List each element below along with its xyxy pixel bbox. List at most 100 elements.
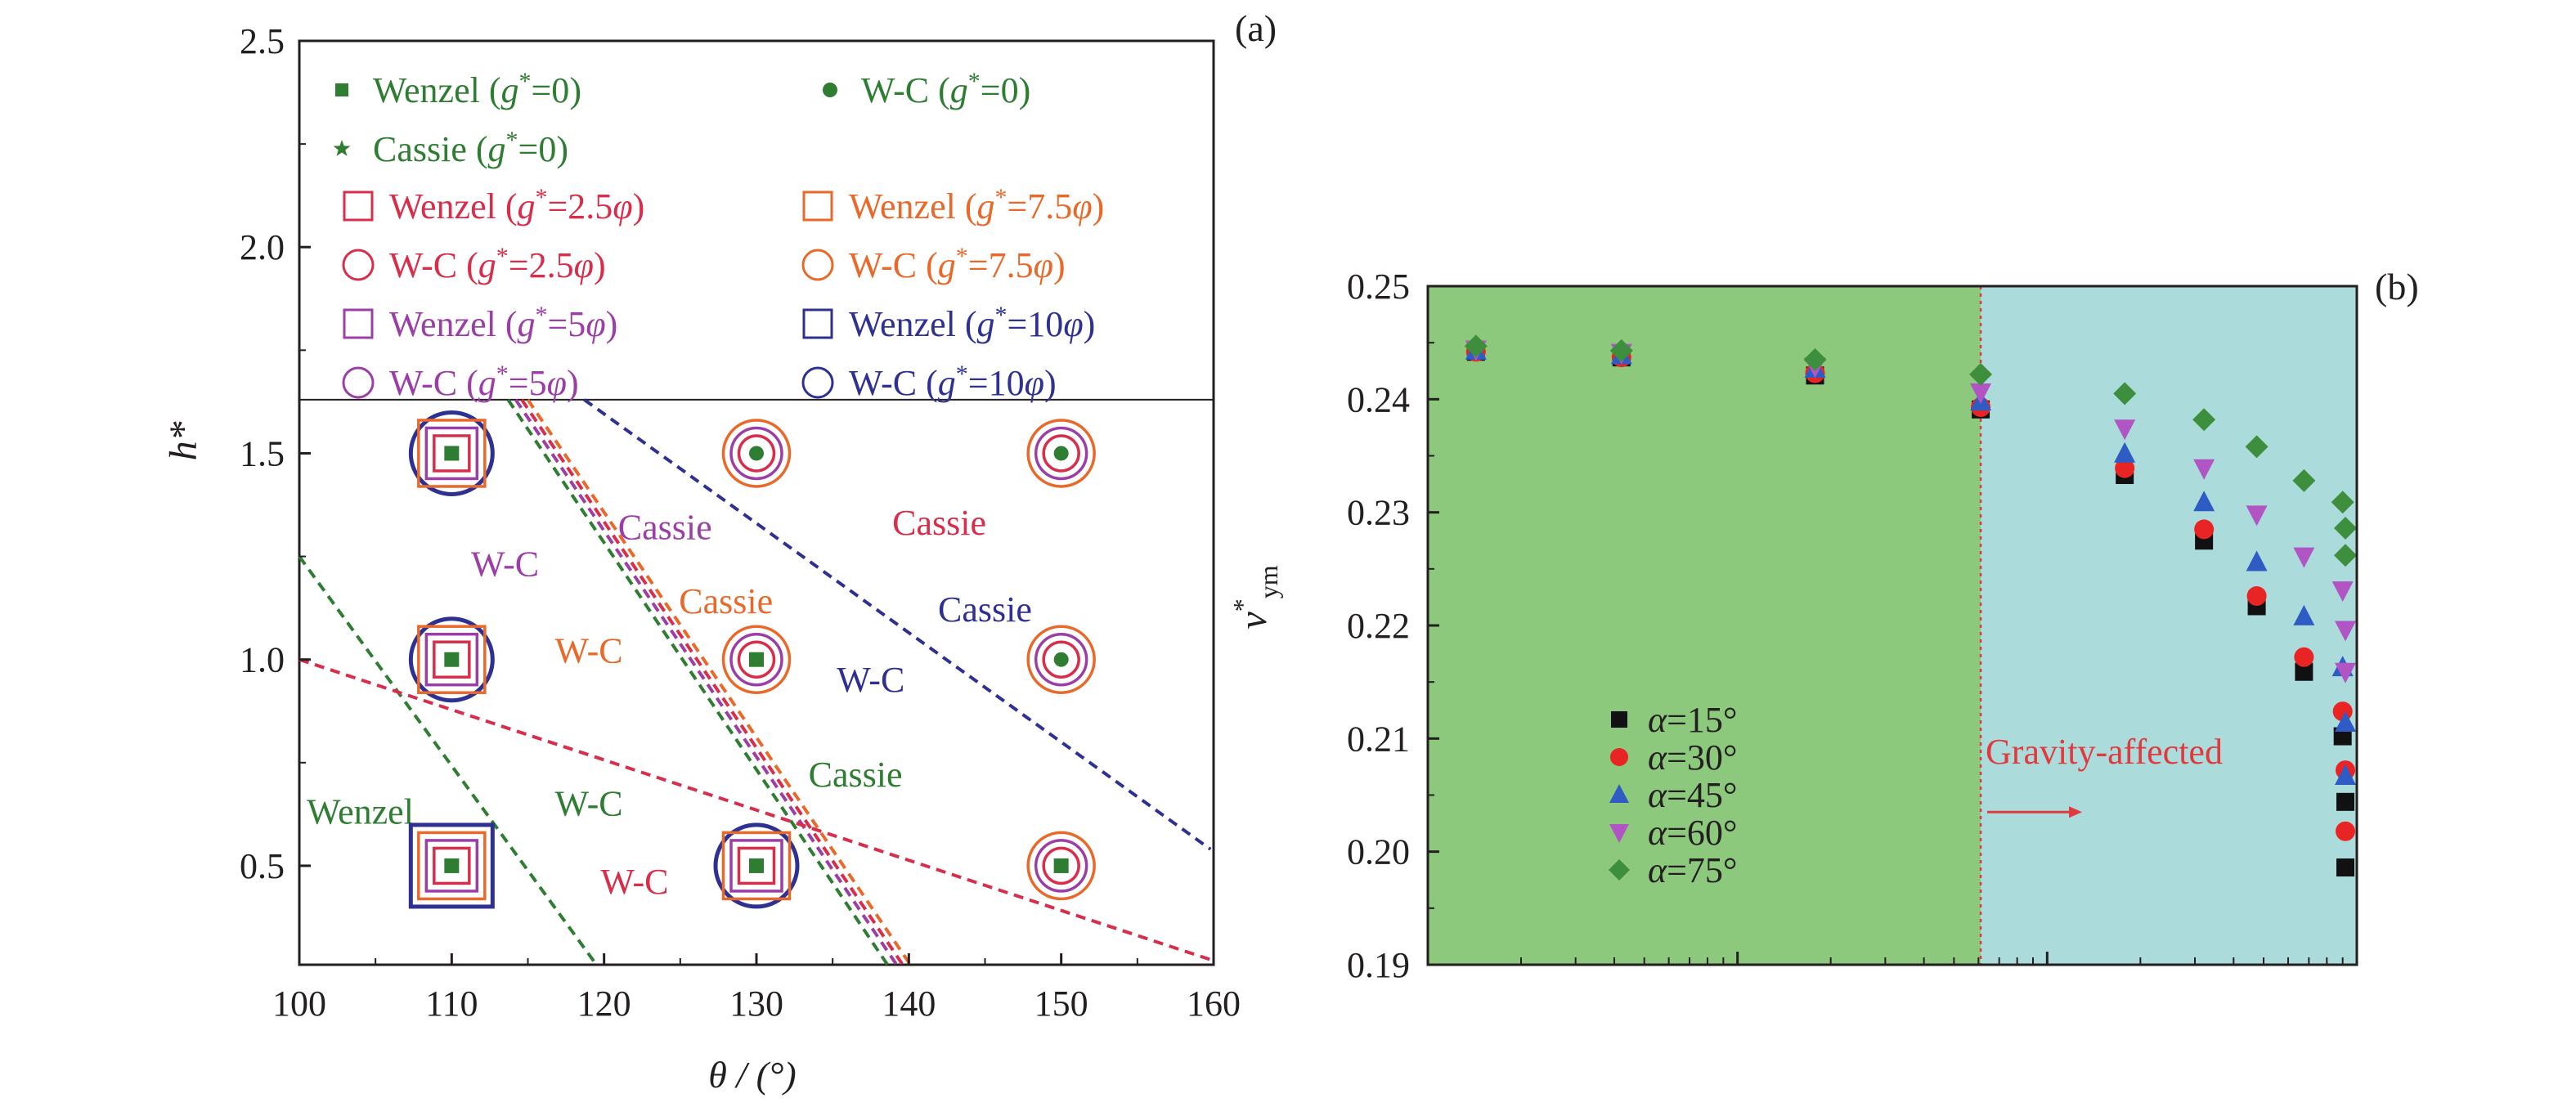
panel-a-marker-square (417, 419, 487, 488)
panel-b-square-marker (2336, 792, 2354, 811)
panel-b-region-band (1981, 286, 2357, 965)
panel-a-marker-circle (737, 434, 776, 473)
panel-b-regions (1428, 286, 2357, 965)
panel-a-x-axis-label: θ / (°) (708, 1054, 796, 1096)
panel-b-square-marker (1611, 711, 1627, 728)
panel-a-marker-square (424, 632, 479, 687)
panel-a-boundary-line (298, 657, 1214, 962)
panel-a-tag: (a) (1235, 7, 1277, 49)
panel-a-legend-item: Wenzel (g*=5φ) (343, 302, 617, 344)
panel-b-triangle-down-marker (2114, 419, 2136, 441)
panel-a-x-tick-label: 130 (729, 984, 783, 1024)
panel-b-diamond-marker (2113, 382, 2137, 406)
panel-a-marker-filled-circle (749, 446, 764, 461)
panel-b-triangle-up-marker (2335, 764, 2356, 785)
panel-a-y-tick-label: 1.5 (240, 433, 285, 473)
panel-a-marker-stack (721, 625, 792, 694)
panel-a-marker-stack (408, 616, 495, 703)
panel-a-x-tick-label: 120 (577, 984, 631, 1024)
panel-a-marker-square (408, 822, 495, 909)
panel-a-marker-circle (1042, 640, 1080, 679)
panel-b-legend: α=15°α=30°α=45°α=60°α=75° (1609, 700, 1738, 890)
panel-a-marker-stack (713, 822, 800, 909)
panel-b-y-tick-label: 0.21 (1347, 719, 1410, 759)
panel-a-marker-filled-circle (1053, 446, 1069, 461)
panel-b-triangle-down-marker (2335, 621, 2356, 642)
panel-b-annotation-text: Gravity-affected (1986, 732, 2223, 772)
panel-b-triangle-down-marker (1970, 383, 1992, 405)
panel-b-circle-marker (1610, 748, 1628, 766)
panel-a-legend-item: W-C (g*=10φ) (801, 361, 1057, 403)
panel-a-marker-circle (1042, 434, 1080, 473)
arrow-head-icon (2069, 806, 2083, 818)
panel-a-marker-square (424, 426, 479, 481)
legend-open-circle-icon (342, 366, 375, 399)
legend-open-square-icon (802, 308, 833, 339)
panel-b-annotation: Gravity-affected (1986, 732, 2223, 818)
panel-a-marker-circle (1034, 839, 1088, 893)
panel-a-x-tick-label: 140 (882, 984, 936, 1024)
panel-a-boundary-line (583, 398, 1212, 851)
panel-b-legend-item: α=45° (1609, 775, 1738, 815)
panel-a-legend-item: W-C (g*=5φ) (342, 361, 579, 403)
panel-b-y-tick-label: 0.25 (1347, 267, 1410, 307)
legend-open-circle-icon (801, 366, 834, 399)
legend-open-square-icon (343, 190, 374, 222)
panel-a-marker-circle (1026, 831, 1096, 901)
panel-a-region-label: W-C (837, 660, 904, 700)
panel-a-x-tick-label: 110 (425, 984, 478, 1024)
panel-b-y-axis-label: v*ym (1227, 565, 1283, 629)
panel-b-triangle-up-marker (1609, 784, 1629, 803)
panel-b-series (1464, 334, 2357, 567)
panel-b-legend-label: α=30° (1648, 737, 1738, 778)
panel-a-marker-square (417, 831, 487, 901)
panel-a-y-tick-label: 2.0 (240, 227, 285, 267)
panel-a-x-tick-label: 100 (272, 984, 326, 1024)
panel-b-triangle-down-marker (1609, 824, 1629, 843)
panel-a-y-tick-label: 0.5 (240, 846, 285, 886)
panel-a-region-label: Wenzel (307, 791, 414, 831)
panel-a-marker-filled-square (1053, 858, 1069, 873)
panel-b-legend-item: α=30° (1610, 737, 1738, 778)
panel-a-marker-square (433, 846, 471, 885)
panel-a-legend-item: Wenzel (g*=7.5φ) (802, 184, 1104, 226)
panel-a-legend-label: Wenzel (g*=10φ) (849, 302, 1095, 344)
panel-a-y-tick-label: 1.0 (240, 640, 285, 680)
panel-b-circle-marker (2115, 458, 2135, 478)
panel-b-y-tick-label: 0.24 (1347, 379, 1410, 419)
panel-a-legend-label: W-C (g*=2.5φ) (389, 243, 606, 285)
panel-b-diamond-marker (1803, 347, 1827, 371)
panel-b-region-band (1428, 286, 1981, 965)
panel-a-region-label: W-C (554, 631, 622, 671)
panel-a-region-label: W-C (471, 545, 539, 585)
panel-a-markers (408, 410, 1096, 909)
panel-a-marker-square (737, 846, 776, 885)
legend-star-icon (333, 140, 351, 156)
panel-a-marker-circle (1034, 426, 1088, 481)
panel-a-marker-filled-square (444, 858, 460, 873)
panel-b-y-tick-label: 0.19 (1347, 945, 1410, 985)
panel-a-legend: Wenzel (g*=0) W-C (g*=0) Cassie (g*=0) Wenz… (333, 68, 1104, 403)
panel-a-marker-square (729, 839, 783, 893)
panel-a-boundary-line (298, 555, 598, 966)
panel-a-region-labels: W-C Cassie Cassie Cassie Cassie W-C W-C Cassie W… (307, 503, 1032, 902)
panel-b-square-marker (2295, 662, 2313, 681)
panel-a-region-label: W-C (600, 862, 668, 902)
panel-b-diamond-marker (2334, 517, 2357, 540)
panel-a-region-label: Cassie (938, 589, 1032, 630)
panel-b-legend-item: α=75° (1609, 850, 1738, 890)
panel-a-marker-circle (408, 410, 495, 496)
panel-a-marker-square (424, 839, 479, 893)
panel-a-axes: 100 110 120 130 140 150 160 0.5 1.0 1.5 2.0 2.5 (240, 21, 1241, 1024)
panel-b-legend-label: α=15° (1648, 700, 1738, 740)
panel-a-legend-item: Wenzel (g*=10φ) (802, 302, 1095, 344)
panel-a-marker-circle (1026, 625, 1096, 694)
panel-a-legend-label: Wenzel (g*=0) (373, 68, 581, 110)
panel-a-marker-circle (713, 822, 800, 909)
panel-b-circle-marker (2294, 647, 2314, 667)
panel-b-circle-marker (2194, 519, 2215, 540)
legend-filled-square-icon (335, 83, 348, 96)
panel-a-marker-circle (729, 426, 783, 481)
panel-b-triangle-down-marker (2193, 459, 2215, 480)
